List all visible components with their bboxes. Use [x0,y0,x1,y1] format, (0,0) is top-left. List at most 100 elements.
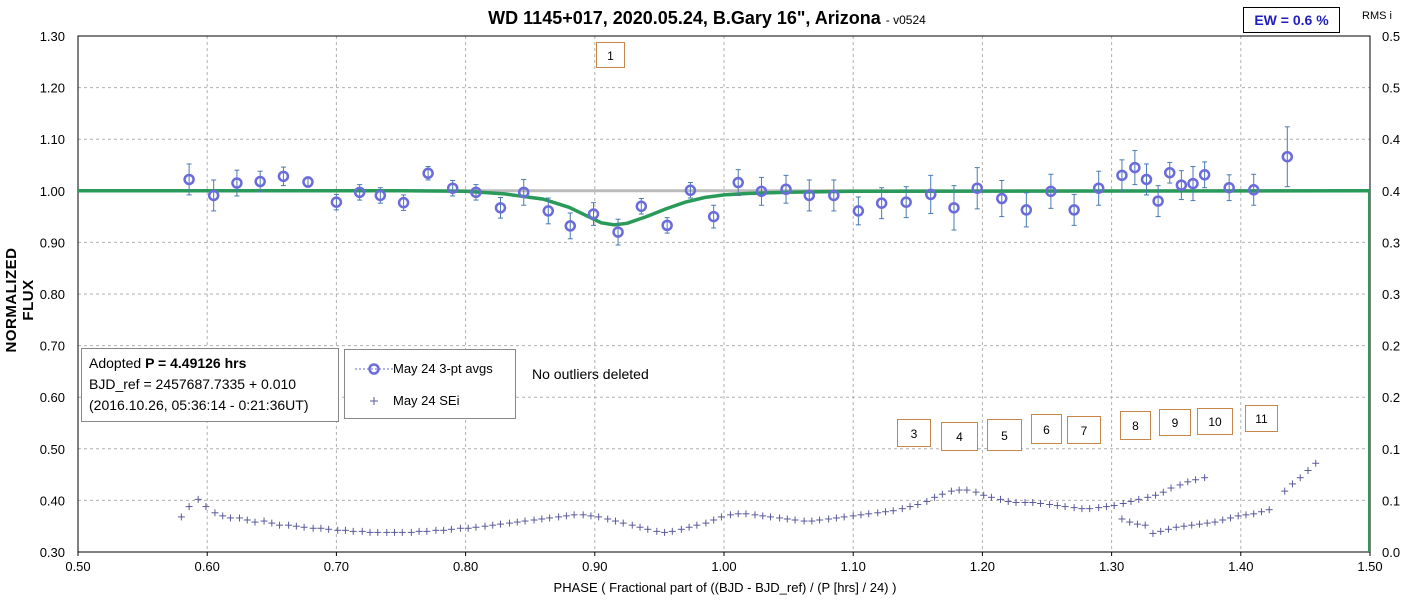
sei-point [489,521,497,529]
sei-point [464,524,472,532]
avg-marker [828,189,840,202]
avg-point [1152,185,1164,218]
sei-point [358,527,366,535]
sei-point [260,517,268,525]
avg-marker [494,202,507,214]
sei-point [1110,502,1118,510]
sei-point [185,503,193,511]
avg-marker [1140,173,1153,186]
avg-point [971,167,983,210]
avg-marker [1187,177,1199,190]
sei-point [931,493,939,501]
sei-point [889,507,897,515]
sei-point [538,515,546,523]
avg-marker [587,208,600,220]
avg-point [924,174,937,215]
avg-point [1163,161,1176,184]
sei-point [1078,505,1086,513]
sei-point [980,491,988,499]
avg-marker [1152,195,1164,207]
avg-marker [1068,204,1080,216]
sei-point [1149,529,1157,537]
sei-point [825,515,833,523]
sei-point [383,528,391,536]
sei-point [432,526,440,534]
avg-point [231,169,243,197]
avg-marker [684,184,697,197]
sei-point [1219,516,1227,524]
y2-tick-label: 0.1 [1382,442,1400,457]
avg-point [707,204,720,229]
x-tick-label: 0.90 [582,559,607,574]
sei-point [1226,514,1234,522]
sei-point [644,525,652,533]
sei-point [1004,497,1012,505]
sei-point [791,516,799,524]
sei-point [1070,504,1078,512]
sei-point [947,487,955,495]
avg-point [612,218,624,246]
y-tick-label: 0.70 [40,339,65,354]
avg-marker [971,182,983,194]
sei-point [1288,480,1296,488]
sei-point [636,523,644,531]
sei-point [1086,505,1094,513]
y-tick-label: 0.40 [40,493,65,508]
sei-point [808,517,816,525]
avg-marker [374,189,387,202]
sei-point [423,527,431,535]
outliers-note: No outliers deleted [532,366,649,382]
sei-point [440,526,448,534]
legend-sei-symbol [370,397,378,405]
sei-point [398,528,406,536]
sei-point [938,490,946,498]
sei-point [882,508,889,516]
legend-item-sei: May 24 SEi [345,391,515,411]
sei-point [309,524,317,532]
y-tick-label: 1.10 [40,132,65,147]
sei-point [874,509,882,517]
avg-marker [755,185,768,198]
sei-point [776,514,784,522]
avg-point [1281,126,1294,188]
event-marker: 4 [941,422,978,451]
sei-point [1135,495,1143,503]
y2-tick-label: 0.5 [1382,29,1400,44]
avg-point [470,184,482,201]
legend-avgs-label: May 24 3-pt avgs [393,361,493,376]
sei-point [628,521,636,529]
sei-point [579,511,587,519]
sei-point [366,528,374,536]
avg-point [1175,170,1188,201]
x-axis-label: PHASE ( Fractional part of ((BJD - BJD_r… [553,580,897,595]
sei-point [1159,488,1167,496]
avg-marker [1175,179,1188,191]
avg-point [661,217,673,234]
sei-point [194,495,202,503]
sei-point [1234,512,1242,520]
avg-point [183,163,195,196]
sei-point [914,501,922,509]
sei-point [685,523,693,531]
avg-point [755,176,768,206]
sei-point [587,512,595,520]
avg-point [948,185,960,231]
sei-point [1188,521,1196,529]
avg-point [900,186,912,219]
avg-marker [1247,184,1260,196]
avg-marker [207,189,220,202]
sei-point [1265,506,1273,514]
sei-point [1164,525,1172,533]
sei-point [1152,491,1160,499]
sei-point [243,516,251,524]
avg-point [1068,193,1080,226]
avg-marker [1163,166,1176,179]
avg-point [446,179,459,197]
legend: May 24 3-pt avgs May 24 SEi [344,349,516,419]
sei-point [717,513,725,521]
sei-point [456,524,464,532]
sei-point [734,510,742,518]
sei-point [276,521,284,529]
event-marker: 9 [1159,409,1191,436]
sei-point [1119,499,1127,507]
